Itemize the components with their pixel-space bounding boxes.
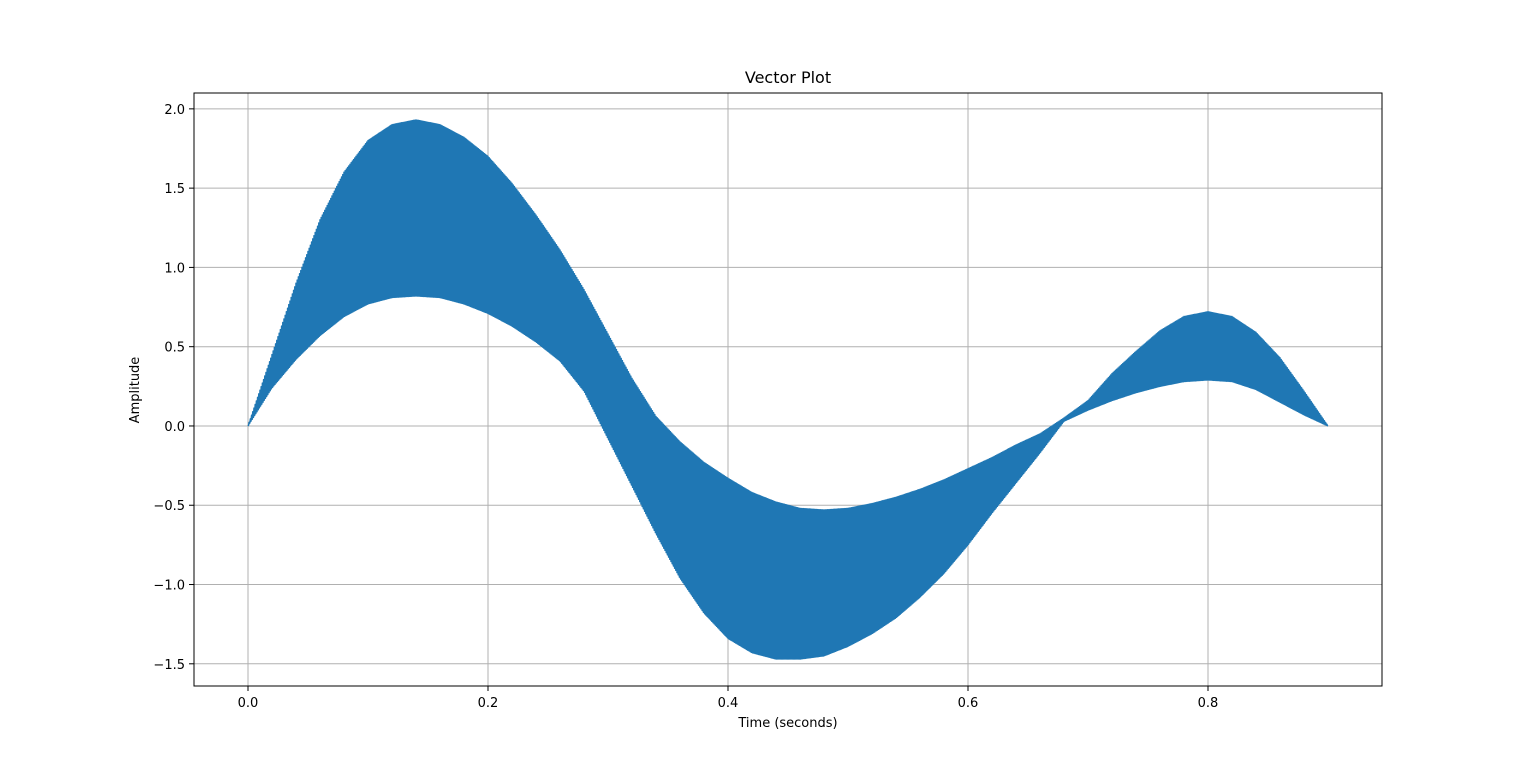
chart-title: Vector Plot — [745, 68, 831, 87]
x-tick-label: 0.8 — [1198, 696, 1219, 711]
series-line — [247, 119, 1329, 660]
x-tick-label: 0.2 — [478, 696, 499, 711]
y-tick-label: −1.5 — [153, 658, 185, 673]
grid — [194, 93, 1382, 686]
y-tick-label: 1.0 — [164, 261, 185, 276]
axes-frame — [193, 92, 1383, 687]
y-tick-label: −0.5 — [153, 499, 185, 514]
y-tick-label: 1.5 — [164, 182, 185, 197]
y-tick-label: −1.0 — [153, 579, 185, 594]
x-tick-label: 0.4 — [718, 696, 739, 711]
series-layer — [247, 119, 1329, 660]
y-axis-label: Amplitude — [128, 357, 143, 424]
y-axis-ticks: 2.0 1.5 1.0 0.5 0.0 −0.5 −1.0 −1.5 — [153, 103, 194, 673]
x-axis-ticks: 0.0 0.2 0.4 0.6 0.8 — [238, 686, 1219, 711]
y-tick-label: 0.5 — [164, 341, 185, 356]
x-axis-label: Time (seconds) — [737, 716, 837, 731]
y-tick-label: 2.0 — [164, 103, 185, 118]
y-tick-label: 0.0 — [164, 420, 185, 435]
x-tick-label: 0.0 — [238, 696, 259, 711]
x-tick-label: 0.6 — [958, 696, 979, 711]
